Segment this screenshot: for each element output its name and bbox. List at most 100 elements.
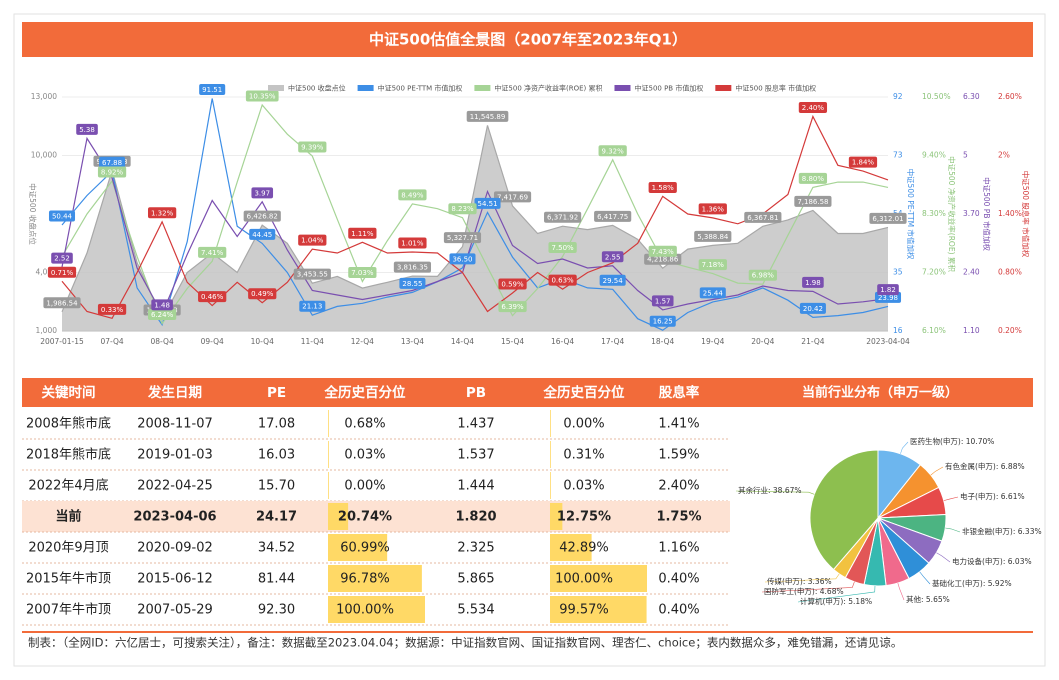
pie-label-name: 有色金属(申万) <box>945 461 996 471</box>
pie-slice <box>809 449 879 571</box>
value-label-bg <box>199 84 226 96</box>
value-label-bg <box>698 259 727 271</box>
percentile-bar <box>550 503 563 530</box>
value-label-bg <box>649 315 676 327</box>
y-tick-label: 10,000 <box>31 151 57 160</box>
table-header: 股息率 <box>659 384 700 401</box>
value-label: 0.33% <box>101 306 124 314</box>
percentile-bar <box>550 534 592 561</box>
value-label: 1.57 <box>655 297 671 305</box>
y2-tick-label: 73 <box>893 151 903 160</box>
y3-axis-title: 中证500 净资产收益率(ROE) 累积 <box>947 156 957 272</box>
value-label: 0.46% <box>201 293 224 301</box>
table-cell: 0.40% <box>658 572 699 587</box>
value-label-bg <box>848 156 878 168</box>
value-label: 8.49% <box>401 191 424 199</box>
value-label: 8.92% <box>101 169 124 177</box>
value-label-bg <box>802 276 824 288</box>
pie-label: 非银金融(申万): 6.33% <box>962 526 1042 536</box>
table-cell: 1.59% <box>658 448 699 463</box>
value-label: 9.39% <box>301 144 324 152</box>
value-label-bg <box>748 269 777 281</box>
pie-label-name: 传媒(申万) <box>767 576 803 586</box>
pie-label-value: : 5.18% <box>843 597 872 606</box>
value-label: 5,327.71 <box>447 234 478 242</box>
table-cell: 2015-06-12 <box>137 572 213 587</box>
value-label-bg <box>147 309 177 321</box>
legend-swatch <box>474 85 491 91</box>
value-label: 28.55 <box>402 280 422 288</box>
pie-label: 电力设备(申万): 6.03% <box>952 556 1032 566</box>
value-label-bg <box>99 156 126 168</box>
table-cell: 2020年9月顶 <box>28 541 108 556</box>
table-header: PE <box>267 385 286 401</box>
x-tick-label: 20-Q4 <box>751 337 774 346</box>
pie-label-value: : 10.70% <box>961 437 995 446</box>
pie-label-name: 非银金融(申万) <box>962 526 1013 536</box>
pie-label: 传媒(申万): 3.36% <box>767 576 832 586</box>
value-label-bg <box>393 261 432 273</box>
value-label: 5.38 <box>79 126 95 134</box>
table-cell: 0.00% <box>344 479 385 494</box>
table-cell: 2007-05-29 <box>137 603 213 618</box>
value-label: 0.71% <box>51 269 74 277</box>
table-cell: 0.31% <box>563 448 604 463</box>
pie-label-value: : 5.65% <box>921 595 950 604</box>
table-cell: 1.444 <box>457 479 494 494</box>
y5-axis-title: 中证500 股息率 市值加权 <box>1021 171 1031 258</box>
y5-tick-label: 2.60% <box>998 92 1022 101</box>
pie-label: 基础化工(申万): 5.92% <box>932 578 1012 588</box>
value-label-bg <box>548 274 577 286</box>
value-label-bg <box>443 232 482 244</box>
table-header: 全历史百分位 <box>543 384 625 401</box>
x-tick-label: 2023-04-04 <box>866 337 910 346</box>
value-label: 8.80% <box>802 175 825 183</box>
pie-title: 当前行业分布（申万一级） <box>802 385 958 401</box>
table-cell: 24.17 <box>256 510 297 525</box>
value-label: 20.42 <box>803 305 823 313</box>
value-label-bg <box>43 297 81 309</box>
value-label: 3,453.55 <box>297 271 328 279</box>
value-label-bg <box>877 284 899 296</box>
pie-label-name: 医药生物(申万) <box>910 436 961 446</box>
value-label: 6,371.92 <box>547 214 578 222</box>
table-cell: 1.16% <box>658 541 699 556</box>
pie-label-name: 电力设备(申万) <box>952 556 1003 566</box>
pie-label-value: : 6.33% <box>1013 527 1042 536</box>
y-tick-label: 4,000 <box>36 268 58 277</box>
value-label: 1,986.54 <box>46 299 78 307</box>
table-header: 全历史百分位 <box>324 384 406 401</box>
x-tick-label: 16-Q4 <box>551 337 574 346</box>
value-label-bg <box>147 207 177 219</box>
value-label: 7.43% <box>652 248 675 256</box>
table-cell: 1.437 <box>457 417 494 432</box>
x-tick-label: 2007-01-15 <box>40 337 84 346</box>
table-cell: 2018年熊市底 <box>26 447 111 463</box>
pie-label: 电子(申万): 6.61% <box>960 491 1025 501</box>
value-label: 10.35% <box>249 92 276 100</box>
y4-tick-label: 6.30 <box>963 92 980 101</box>
pie-label-name: 其余行业 <box>738 485 768 495</box>
pie-label-value: : 6.88% <box>996 462 1025 471</box>
value-label-bg <box>799 302 826 314</box>
table-cell: 100.00% <box>336 603 394 618</box>
value-label: 6.39% <box>501 303 524 311</box>
value-label: 91.51 <box>202 86 222 94</box>
leader-line <box>897 582 905 601</box>
value-label: 6,312.01 <box>872 215 903 223</box>
table-cell: 1.41% <box>658 417 699 432</box>
pie-label-value: : 6.61% <box>996 492 1025 501</box>
table-cell: 92.30 <box>258 603 295 618</box>
value-label: 5,388.84 <box>697 233 729 241</box>
value-label: 1.11% <box>351 230 374 238</box>
table-cell: 1.537 <box>457 448 494 463</box>
value-label: 1.58% <box>652 184 675 192</box>
percentile-bar <box>550 472 551 499</box>
value-label-bg <box>151 299 173 311</box>
table-cell: 5.865 <box>457 572 494 587</box>
pie-label: 医药生物(申万): 10.70% <box>910 436 994 446</box>
table-header: PB <box>466 385 486 401</box>
value-label-bg <box>248 288 277 300</box>
percentile-bar <box>328 565 422 592</box>
value-label-bg <box>648 245 677 257</box>
